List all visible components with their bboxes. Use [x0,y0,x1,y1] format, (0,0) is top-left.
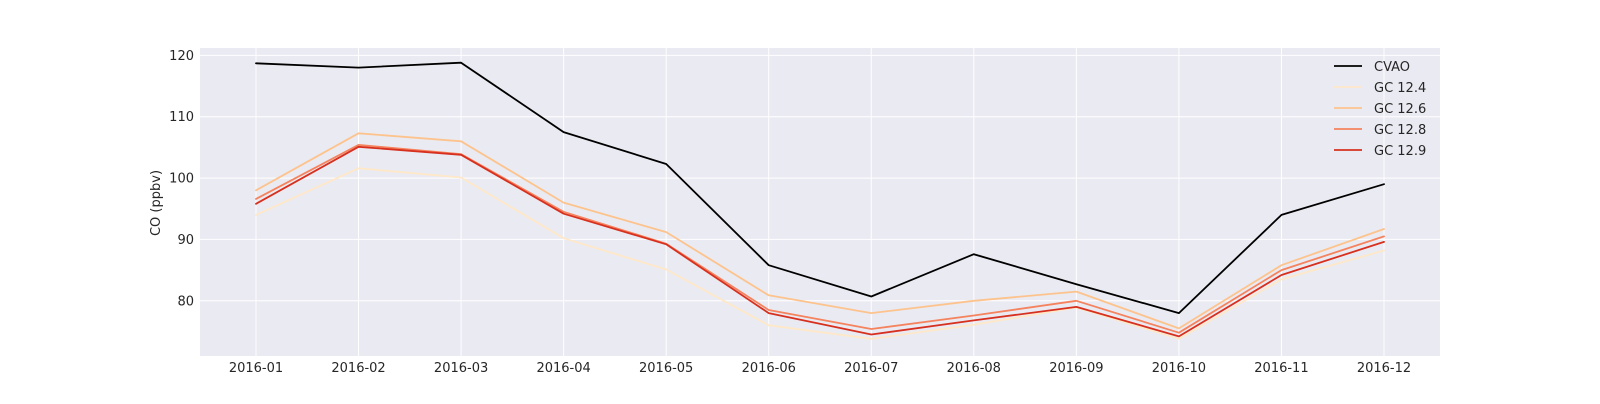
series-line [255,132,1385,330]
x-tick-label: 2016-09 [1049,361,1103,376]
y-tick-label: 90 [177,233,194,248]
y-tick-label: 110 [169,110,194,125]
legend-label: CVAO [1374,60,1410,75]
series-lines [255,61,1385,340]
x-tick-label: 2016-04 [536,361,590,376]
x-tick-label: 2016-06 [742,361,796,376]
series-line [255,167,1385,340]
x-tick-label: 2016-02 [331,361,385,376]
x-tick-label: 2016-07 [844,361,898,376]
axes: 2016-01 2016-02 2016-03 2016-04 2016-05 2016-… [169,49,1411,376]
x-tick-label: 2016-05 [639,361,693,376]
x-tick-label: 2016-01 [229,361,283,376]
grid-lines [200,48,1440,356]
legend: CVAO GC 12.4 GC 12.6 GC 12.8 GC 12.9 [1334,60,1426,159]
legend-label: GC 12.9 [1374,144,1426,159]
x-tick-label: 2016-12 [1357,361,1411,376]
y-tick-label: 120 [169,49,194,64]
y-tick-label: 80 [177,294,194,309]
y-tick-label: 100 [169,172,194,187]
x-tick-label: 2016-10 [1152,361,1206,376]
plot-background [200,48,1440,356]
legend-label: GC 12.6 [1374,102,1426,117]
series-line [255,145,1385,338]
y-axis-label: CO (ppbv) [149,170,164,236]
legend-label: GC 12.8 [1374,123,1426,138]
x-tick-label: 2016-11 [1254,361,1308,376]
x-tick-label: 2016-03 [434,361,488,376]
series-line [255,61,1385,315]
x-tick-label: 2016-08 [947,361,1001,376]
legend-label: GC 12.4 [1374,81,1426,96]
